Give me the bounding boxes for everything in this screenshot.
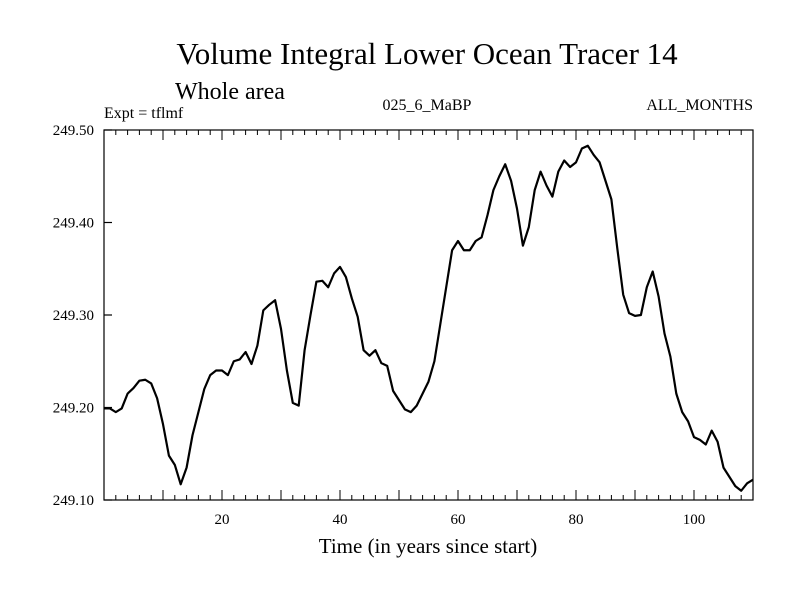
x-tick-label: 80	[569, 512, 584, 528]
y-tick-label: 249.20	[53, 401, 94, 417]
chart-subtitle: Whole area	[175, 79, 285, 105]
y-tick-label: 249.30	[53, 308, 94, 324]
experiment-label: Expt = tflmf	[104, 105, 184, 122]
x-tick-label: 40	[333, 512, 348, 528]
y-tick-label: 249.50	[53, 123, 94, 139]
x-axis-label: Time (in years since start)	[319, 534, 538, 558]
y-tick-label: 249.40	[53, 216, 94, 232]
plot-frame	[103, 129, 754, 501]
y-axis: 249.10 249.20 249.30 249.40 249.50	[53, 123, 112, 509]
dataset-label: 025_6_MaBP	[383, 97, 472, 114]
x-tick-label: 100	[683, 512, 706, 528]
data-line	[104, 144, 754, 492]
y-tick-label: 249.10	[53, 493, 94, 509]
months-label: ALL_MONTHS	[646, 97, 753, 114]
chart-title: Volume Integral Lower Ocean Tracer 14	[176, 36, 678, 71]
x-tick-label: 60	[451, 512, 466, 528]
x-axis: 20 40 60 80 100	[115, 130, 742, 528]
x-tick-label: 20	[215, 512, 230, 528]
